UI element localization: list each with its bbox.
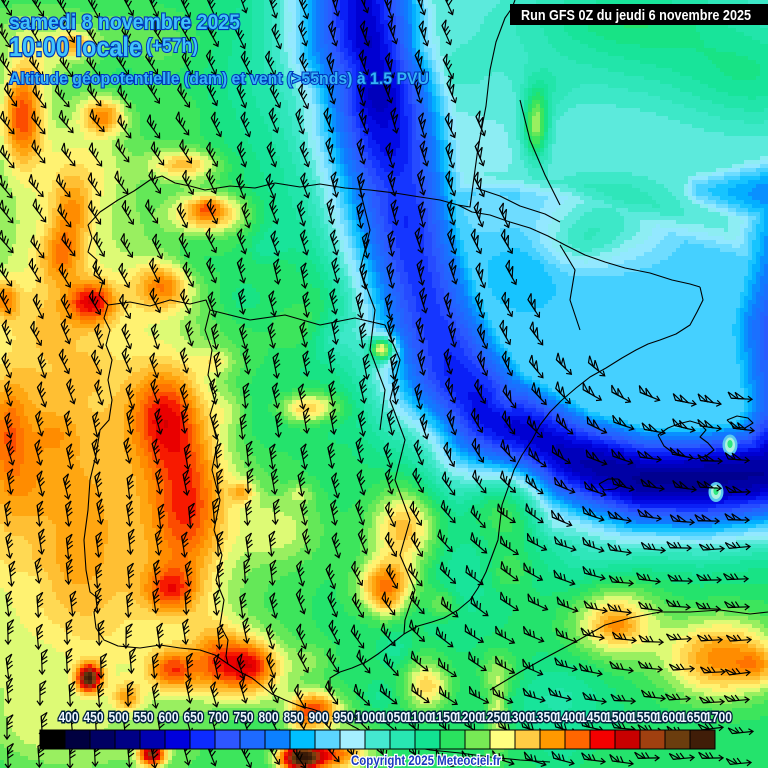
svg-text:1100: 1100 bbox=[405, 710, 432, 726]
svg-text:1550: 1550 bbox=[630, 710, 657, 726]
svg-text:600: 600 bbox=[159, 710, 179, 726]
svg-text:1050: 1050 bbox=[380, 710, 407, 726]
svg-text:750: 750 bbox=[234, 710, 254, 726]
svg-text:1050: 1050 bbox=[380, 710, 407, 726]
svg-text:850: 850 bbox=[284, 710, 304, 726]
svg-text:750: 750 bbox=[234, 710, 254, 726]
svg-text:1400: 1400 bbox=[555, 710, 582, 726]
svg-text:950: 950 bbox=[334, 710, 354, 726]
svg-text:950: 950 bbox=[334, 710, 354, 726]
svg-text:1250: 1250 bbox=[480, 710, 507, 726]
svg-text:600: 600 bbox=[159, 710, 179, 726]
svg-text:700: 700 bbox=[209, 710, 229, 726]
svg-text:400: 400 bbox=[59, 710, 79, 726]
svg-text:Copyright 2025 Meteociel.fr: Copyright 2025 Meteociel.fr bbox=[351, 753, 502, 768]
svg-text:1200: 1200 bbox=[455, 710, 482, 726]
svg-text:1300: 1300 bbox=[505, 710, 532, 726]
svg-text:900: 900 bbox=[309, 710, 329, 726]
svg-text:550: 550 bbox=[134, 710, 154, 726]
svg-text:1700: 1700 bbox=[705, 710, 732, 726]
svg-text:1350: 1350 bbox=[530, 710, 557, 726]
svg-text:1000: 1000 bbox=[355, 710, 382, 726]
svg-text:450: 450 bbox=[84, 710, 104, 726]
svg-text:1150: 1150 bbox=[430, 710, 457, 726]
svg-text:500: 500 bbox=[109, 710, 129, 726]
svg-text:1200: 1200 bbox=[455, 710, 482, 726]
svg-text:1650: 1650 bbox=[680, 710, 707, 726]
svg-text:1150: 1150 bbox=[430, 710, 457, 726]
svg-text:850: 850 bbox=[284, 710, 304, 726]
svg-text:samedi 8 novembre 2025: samedi 8 novembre 2025 bbox=[9, 10, 240, 34]
svg-text:1500: 1500 bbox=[605, 710, 632, 726]
svg-text:(+57h): (+57h) bbox=[146, 36, 198, 57]
svg-text:1300: 1300 bbox=[505, 710, 532, 726]
svg-text:1700: 1700 bbox=[705, 710, 732, 726]
svg-text:1450: 1450 bbox=[580, 710, 607, 726]
svg-text:1450: 1450 bbox=[580, 710, 607, 726]
svg-text:550: 550 bbox=[134, 710, 154, 726]
svg-text:800: 800 bbox=[259, 710, 279, 726]
svg-text:400: 400 bbox=[59, 710, 79, 726]
svg-text:1600: 1600 bbox=[655, 710, 682, 726]
svg-text:Altitude géopotentielle (dam): Altitude géopotentielle (dam) et vent (>… bbox=[9, 70, 429, 88]
svg-text:650: 650 bbox=[184, 710, 204, 726]
svg-text:1000: 1000 bbox=[355, 710, 382, 726]
svg-text:1100: 1100 bbox=[405, 710, 432, 726]
svg-text:1550: 1550 bbox=[630, 710, 657, 726]
svg-text:450: 450 bbox=[84, 710, 104, 726]
svg-text:1350: 1350 bbox=[530, 710, 557, 726]
svg-text:700: 700 bbox=[209, 710, 229, 726]
svg-text:Run GFS 0Z du jeudi 6 novembre: Run GFS 0Z du jeudi 6 novembre 2025 bbox=[521, 7, 751, 24]
svg-text:1600: 1600 bbox=[655, 710, 682, 726]
svg-text:10:00 locale: 10:00 locale bbox=[9, 32, 142, 62]
svg-text:650: 650 bbox=[184, 710, 204, 726]
svg-text:1400: 1400 bbox=[555, 710, 582, 726]
svg-text:1650: 1650 bbox=[680, 710, 707, 726]
svg-text:800: 800 bbox=[259, 710, 279, 726]
svg-text:900: 900 bbox=[309, 710, 329, 726]
svg-text:1500: 1500 bbox=[605, 710, 632, 726]
svg-text:1250: 1250 bbox=[480, 710, 507, 726]
svg-text:500: 500 bbox=[109, 710, 129, 726]
